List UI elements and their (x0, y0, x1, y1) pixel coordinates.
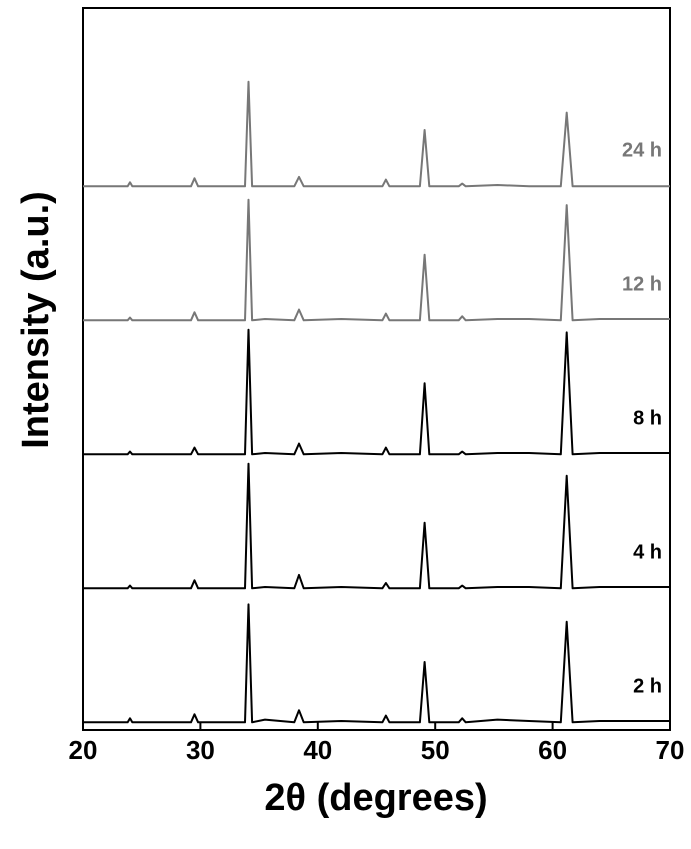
x-tick-label: 70 (656, 735, 685, 765)
y-axis-label: Intensity (a.u.) (15, 191, 57, 449)
x-tick-label: 60 (538, 735, 567, 765)
plot-frame (82, 7, 671, 731)
x-tick-label: 40 (303, 735, 332, 765)
x-tick-label: 30 (186, 735, 215, 765)
x-axis-label: 2θ (degrees) (264, 777, 487, 819)
series-label: 12 h (622, 273, 662, 295)
xrd-trace (83, 80, 670, 188)
series-label: 4 h (633, 541, 662, 563)
xrd-trace (83, 198, 670, 322)
x-tick-label: 50 (421, 735, 450, 765)
x-tick-label: 20 (69, 735, 98, 765)
xrd-trace (83, 462, 670, 590)
series-label: 8 h (633, 407, 662, 429)
series-label: 2 h (633, 675, 662, 697)
xrd-trace (83, 328, 670, 456)
xrd-trace (83, 603, 670, 724)
series-label: 24 h (622, 139, 662, 161)
